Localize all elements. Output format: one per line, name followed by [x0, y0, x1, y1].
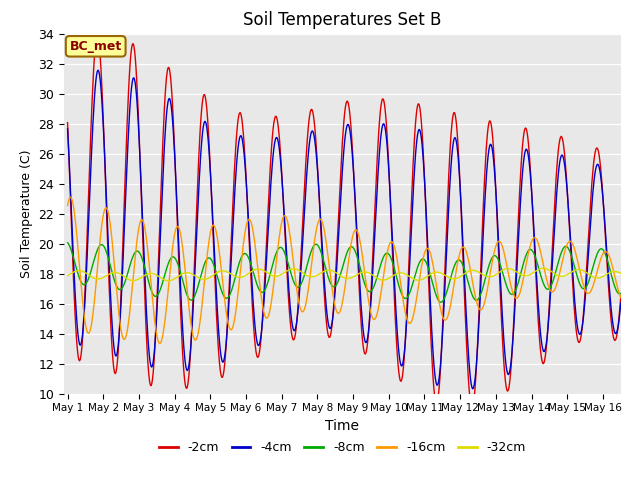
-8cm: [141, 265, 149, 271]
Title: Soil Temperatures Set B: Soil Temperatures Set B: [243, 11, 442, 29]
-2cm: [142, 319, 150, 324]
-2cm: [321, 305, 329, 311]
-16cm: [462, 248, 470, 253]
-16cm: [66, 195, 74, 201]
-2cm: [461, 310, 469, 316]
Line: -4cm: -4cm: [68, 70, 621, 389]
-8cm: [617, 290, 625, 296]
Y-axis label: Soil Temperature (C): Soil Temperature (C): [20, 149, 33, 278]
-32cm: [165, 278, 173, 284]
-4cm: [301, 210, 308, 216]
-16cm: [142, 231, 150, 237]
-4cm: [64, 126, 72, 132]
-2cm: [476, 301, 483, 307]
-8cm: [66, 243, 74, 249]
-4cm: [94, 67, 102, 73]
-16cm: [64, 203, 72, 208]
-8cm: [436, 300, 444, 305]
-16cm: [156, 340, 164, 346]
Line: -2cm: -2cm: [68, 36, 621, 408]
-4cm: [66, 172, 74, 178]
X-axis label: Time: Time: [325, 419, 360, 433]
-8cm: [64, 240, 72, 246]
-32cm: [321, 268, 329, 274]
-8cm: [300, 275, 307, 280]
-16cm: [301, 304, 309, 310]
-2cm: [617, 293, 625, 299]
-16cm: [322, 238, 330, 243]
-32cm: [461, 270, 469, 276]
-8cm: [321, 261, 328, 267]
Line: -16cm: -16cm: [68, 197, 621, 343]
-8cm: [475, 296, 483, 301]
-2cm: [64, 120, 72, 126]
-4cm: [142, 295, 150, 300]
-4cm: [476, 312, 483, 318]
-32cm: [301, 271, 308, 277]
-16cm: [617, 295, 625, 300]
-32cm: [66, 272, 74, 277]
Line: -32cm: -32cm: [68, 268, 621, 281]
-32cm: [141, 272, 149, 278]
-8cm: [461, 269, 469, 275]
-32cm: [475, 269, 483, 275]
-16cm: [476, 306, 483, 312]
-2cm: [468, 405, 476, 411]
Legend: -2cm, -4cm, -8cm, -16cm, -32cm: -2cm, -4cm, -8cm, -16cm, -32cm: [154, 436, 531, 459]
-4cm: [461, 290, 469, 296]
-32cm: [617, 271, 625, 276]
Text: BC_met: BC_met: [70, 40, 122, 53]
Line: -8cm: -8cm: [68, 243, 621, 302]
-2cm: [93, 33, 101, 39]
-4cm: [321, 291, 329, 297]
-32cm: [64, 273, 72, 278]
-2cm: [66, 178, 74, 183]
-16cm: [67, 194, 74, 200]
-4cm: [617, 300, 625, 306]
-32cm: [540, 265, 547, 271]
-4cm: [468, 386, 476, 392]
-2cm: [301, 186, 308, 192]
